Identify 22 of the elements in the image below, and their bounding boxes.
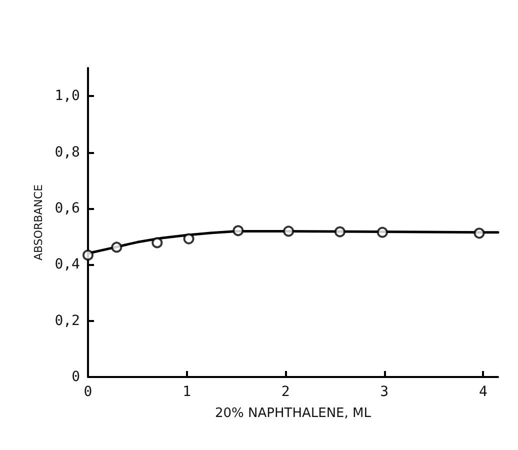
x-tick-label: 4 — [478, 384, 488, 400]
y-axis-title: ABSORBANCE — [32, 184, 45, 261]
point — [82, 250, 94, 261]
point — [183, 233, 194, 244]
y-tick-label: 0 — [72, 369, 80, 385]
y-tick-label: 0,8 — [54, 144, 80, 160]
y-tick-label: 0,6 — [54, 200, 80, 216]
point — [474, 228, 485, 239]
point — [111, 242, 122, 253]
x-tick-label: 2 — [281, 384, 290, 400]
point — [376, 226, 388, 238]
point — [283, 226, 294, 237]
point — [152, 237, 163, 248]
y-tick-label: 0,4 — [54, 256, 80, 273]
x-axis-title: 20% NAPHTHALENE, ML — [215, 406, 372, 421]
x-tick-label: 3 — [380, 384, 389, 400]
x-tick-label: 1 — [182, 384, 192, 400]
point — [334, 226, 346, 238]
y-tick-label: 0,2 — [54, 312, 80, 329]
x-tick-label: 0 — [84, 384, 92, 400]
y-tick-label: 1,0 — [54, 88, 80, 104]
point — [232, 225, 244, 236]
